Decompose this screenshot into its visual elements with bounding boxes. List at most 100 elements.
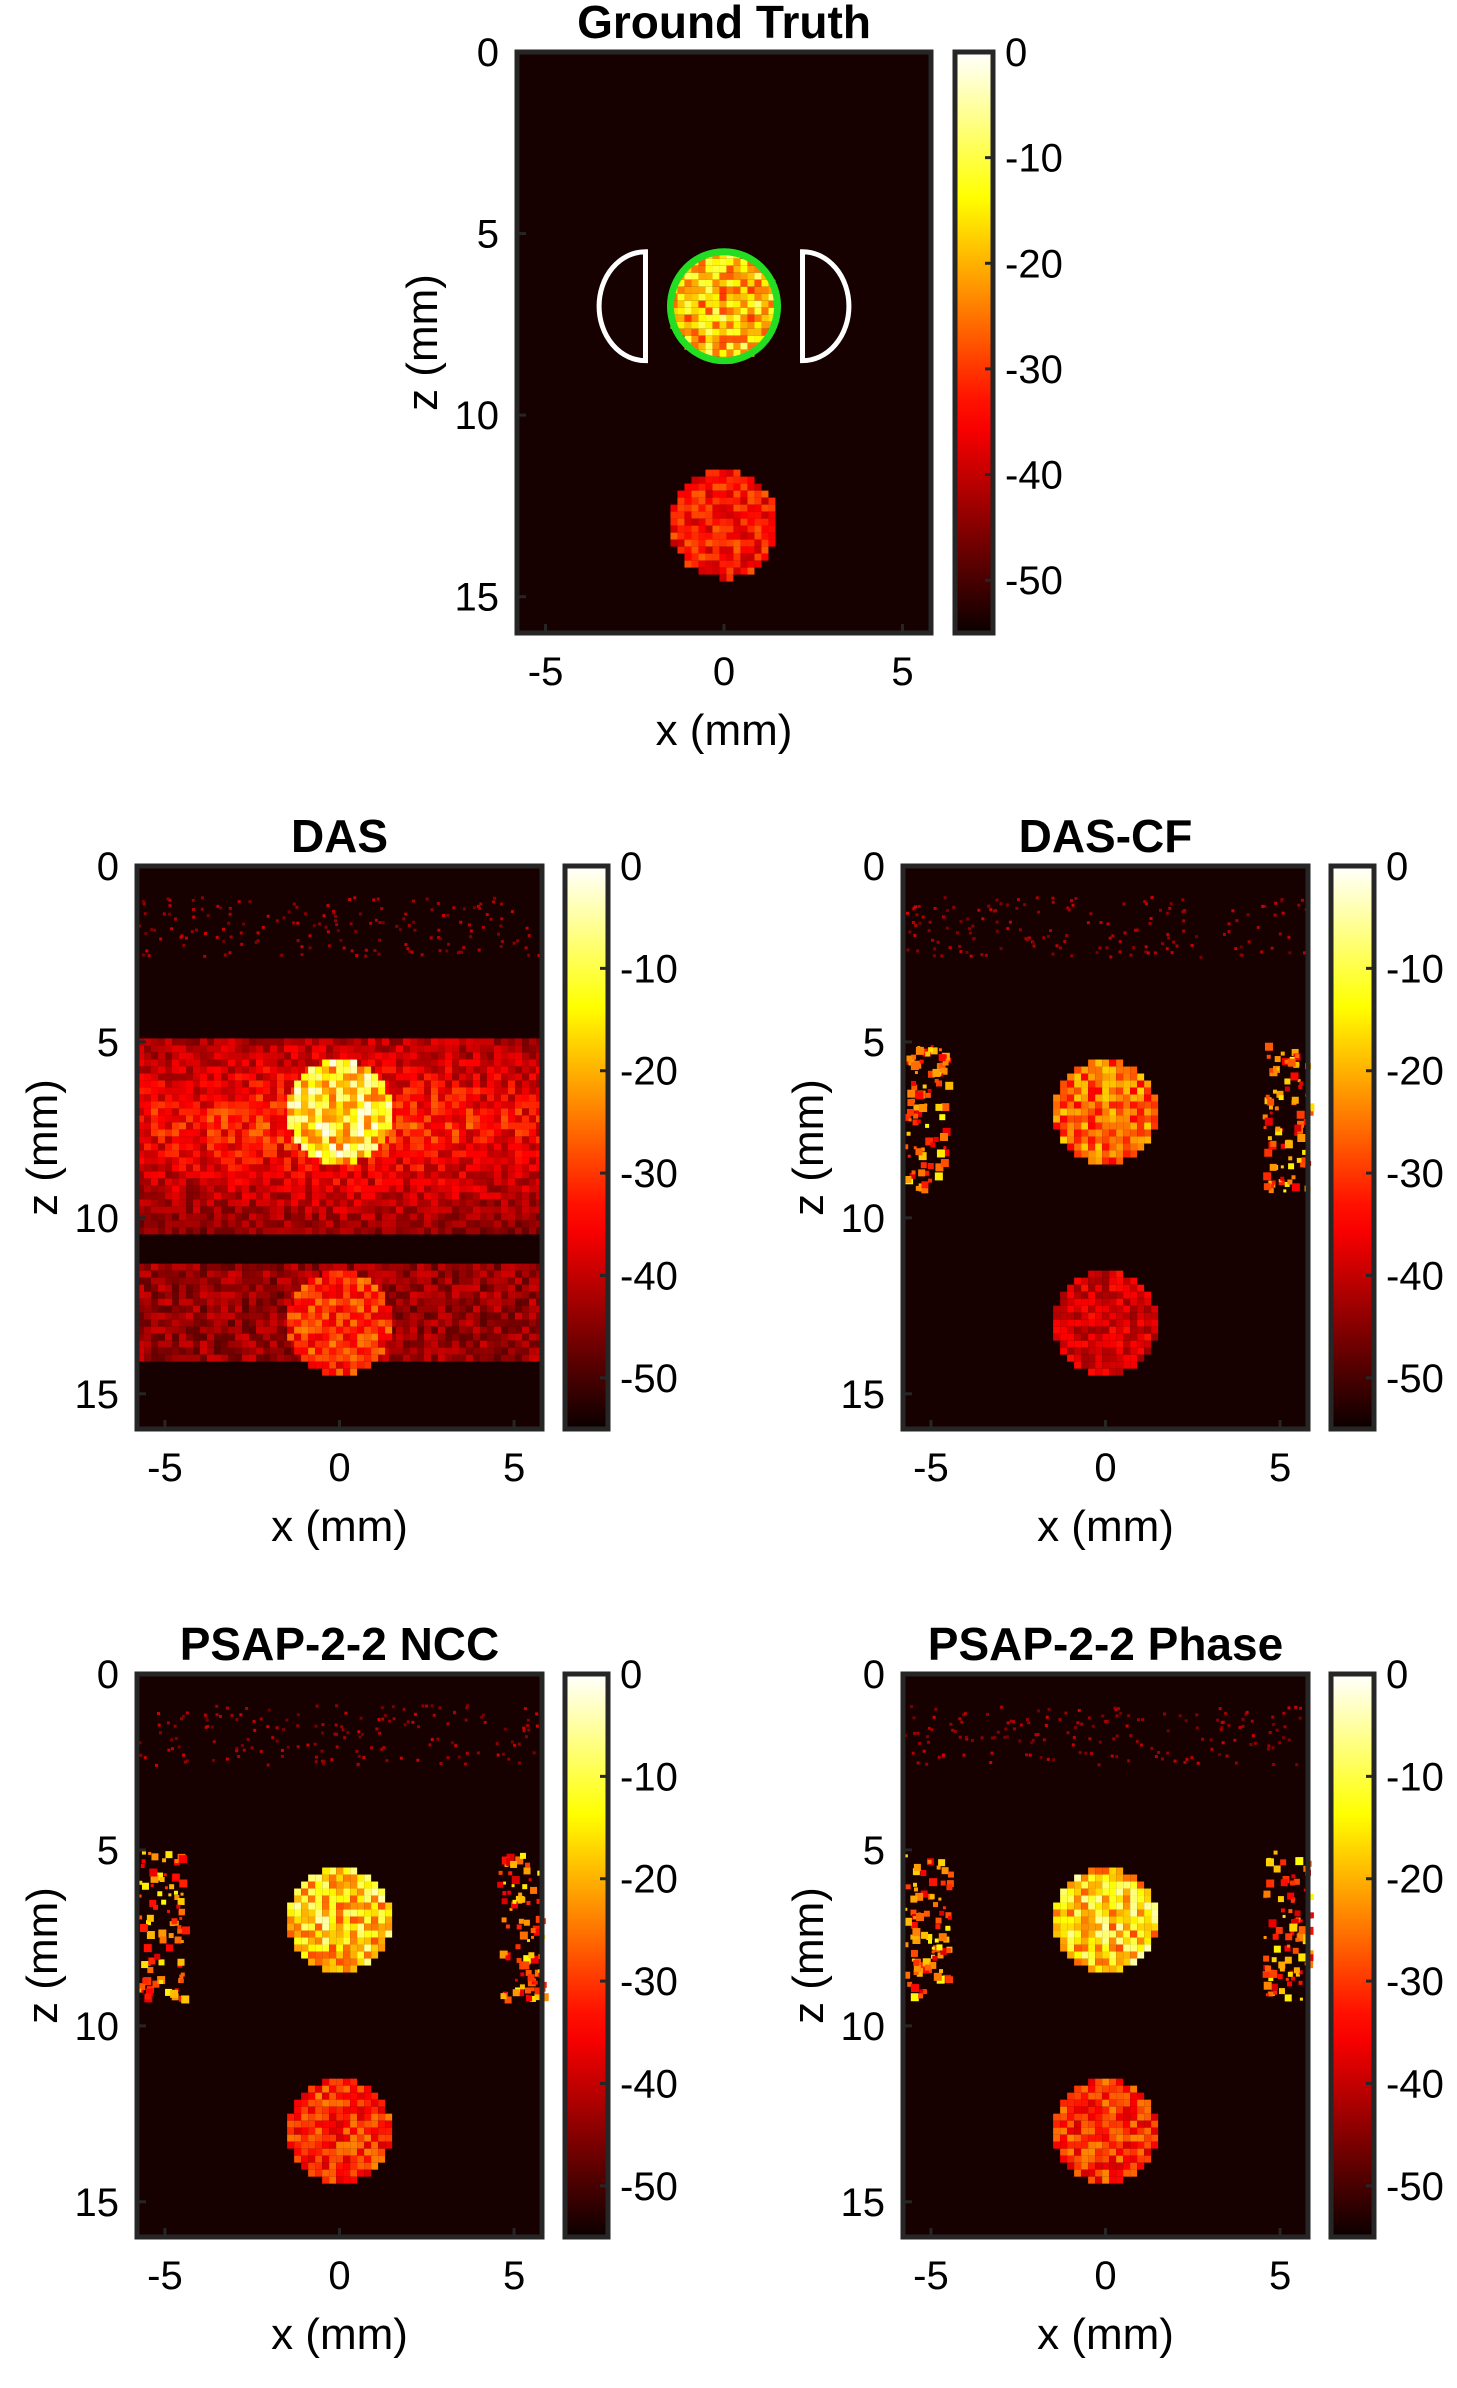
inclusion-cell	[677, 546, 685, 554]
clutter-cell	[487, 1340, 494, 1348]
clutter-cell	[256, 1094, 263, 1102]
inclusion-cell	[740, 307, 748, 315]
clutter-cell	[431, 1136, 438, 1144]
clutter-cell	[403, 1066, 410, 1074]
inclusion-cell	[322, 2099, 330, 2107]
clutter-cell	[200, 1227, 207, 1235]
speckle-dot	[315, 1704, 319, 1708]
clutter-cell	[249, 1270, 256, 1278]
clutter-cell	[179, 1073, 186, 1081]
inclusion-cell	[378, 1312, 386, 1320]
inclusion-cell	[336, 1333, 344, 1341]
clutter-cell	[151, 1157, 158, 1165]
speckle-dot	[941, 1753, 945, 1757]
clutter-cell	[340, 1213, 347, 1221]
sidelobe-speckle	[906, 1055, 913, 1062]
speckle-dot	[999, 902, 1003, 906]
inclusion-cell	[343, 1080, 351, 1088]
inclusion-cell	[1123, 1340, 1131, 1348]
sidelobe-speckle	[144, 1993, 151, 2000]
clutter-cell	[508, 1326, 515, 1334]
inclusion-cell	[733, 511, 741, 519]
sidelobe-speckle	[519, 1931, 528, 1940]
clutter-cell	[473, 1115, 480, 1123]
sidelobe-speckle	[935, 1080, 942, 1087]
clutter-cell	[522, 1291, 529, 1299]
clutter-cell	[424, 1129, 431, 1137]
inclusion-cell	[364, 1319, 372, 1327]
clutter-cell	[151, 1326, 158, 1334]
clutter-cell	[438, 1157, 445, 1165]
clutter-cell	[242, 1277, 249, 1285]
inclusion-cell	[322, 1150, 330, 1158]
sidelobe-speckle	[506, 1853, 515, 1862]
inclusion-cell	[336, 2162, 344, 2170]
clutter-cell	[382, 1185, 389, 1193]
speckle-dot	[949, 1722, 953, 1726]
speckle-dot	[537, 953, 541, 957]
speckle-dot	[483, 1720, 487, 1724]
inclusion-cell	[1081, 1298, 1089, 1306]
inclusion-cell	[301, 1094, 309, 1102]
speckle-dot	[1220, 1720, 1224, 1724]
clutter-cell	[382, 1059, 389, 1067]
inclusion-cell	[322, 1909, 330, 1917]
clutter-cell	[298, 1192, 305, 1200]
clutter-cell	[452, 1326, 459, 1334]
inclusion-cell	[287, 1108, 295, 1116]
clutter-cell	[200, 1319, 207, 1327]
speckle-dot	[1066, 906, 1070, 910]
clutter-cell	[291, 1185, 298, 1193]
speckle-dot	[1018, 928, 1022, 932]
inclusion-cell	[698, 476, 706, 484]
inclusion-cell	[1060, 1312, 1068, 1320]
clutter-cell	[529, 1270, 536, 1278]
clutter-cell	[165, 1122, 172, 1130]
inclusion-cell	[1088, 1094, 1096, 1102]
clutter-cell	[438, 1220, 445, 1228]
inclusion-cell	[385, 1916, 393, 1924]
clutter-cell	[263, 1066, 270, 1074]
inclusion-cell	[1067, 1354, 1075, 1362]
inclusion-cell	[343, 1066, 351, 1074]
speckle-dot	[364, 948, 368, 952]
inclusion-cell	[322, 1902, 330, 1910]
panel-title: PSAP-2-2 NCC	[180, 1618, 500, 1670]
clutter-cell	[375, 1171, 382, 1179]
inclusion-cell	[1053, 1094, 1061, 1102]
inclusion-cell	[740, 279, 748, 287]
clutter-cell	[263, 1206, 270, 1214]
speckle-dot	[1016, 898, 1020, 902]
sidelobe-speckle	[138, 1880, 143, 1885]
inclusion-cell	[712, 300, 720, 308]
inclusion-cell	[733, 476, 741, 484]
clutter-cell	[354, 1192, 361, 1200]
speckle-dot	[306, 1743, 310, 1747]
clutter-cell	[277, 1340, 284, 1348]
clutter-cell	[228, 1340, 235, 1348]
clutter-cell	[417, 1220, 424, 1228]
clutter-cell	[284, 1199, 291, 1207]
clutter-cell	[473, 1227, 480, 1235]
clutter-cell	[158, 1206, 165, 1214]
speckle-dot	[943, 896, 947, 900]
inclusion-cell	[336, 1888, 344, 1896]
inclusion-cell	[1137, 1108, 1145, 1116]
clutter-cell	[515, 1045, 522, 1053]
speckle-dot	[526, 1718, 530, 1722]
speckle-dot	[391, 1705, 395, 1709]
clutter-cell	[375, 1354, 382, 1362]
clutter-cell	[403, 1291, 410, 1299]
inclusion-cell	[1151, 1326, 1159, 1334]
clutter-cell	[158, 1192, 165, 1200]
clutter-cell	[480, 1150, 487, 1158]
sidelobe-speckle	[172, 1873, 179, 1880]
clutter-cell	[172, 1340, 179, 1348]
sidelobe-speckle	[178, 1908, 185, 1915]
inclusion-cell	[1116, 1101, 1124, 1109]
clutter-cell	[431, 1038, 438, 1046]
clutter-cell	[200, 1326, 207, 1334]
sidelobe-speckle	[907, 1089, 916, 1098]
speckle-dot	[503, 1727, 507, 1731]
inclusion-cell	[1095, 1115, 1103, 1123]
